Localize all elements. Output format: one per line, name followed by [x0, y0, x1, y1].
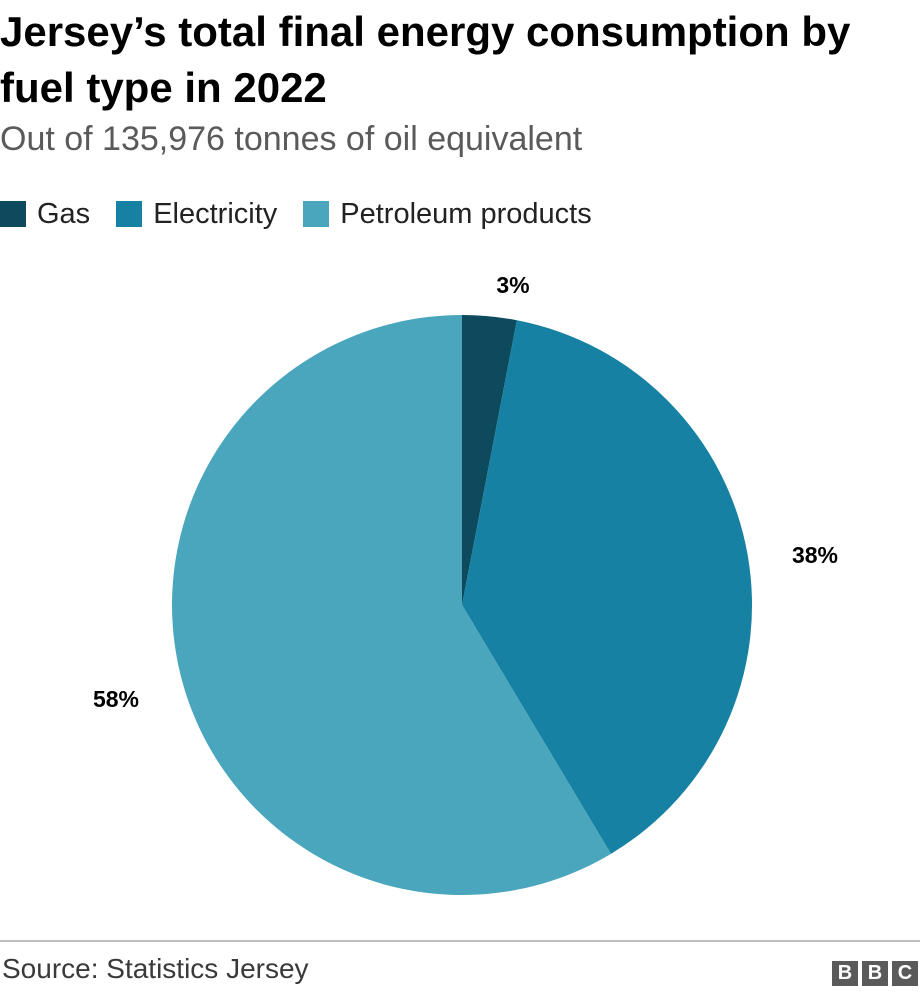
bbc-logo-letter: C [892, 961, 918, 986]
legend-item-electricity: Electricity [116, 196, 277, 232]
legend-label-petroleum: Petroleum products [340, 198, 592, 230]
chart-subtitle: Out of 135,976 tonnes of oil equivalent [0, 120, 583, 158]
bbc-logo-letter: B [832, 961, 858, 986]
bbc-logo-letter: B [862, 961, 888, 986]
pie-slice-electricity [462, 320, 753, 854]
legend-swatch-petroleum [303, 201, 330, 227]
slice-label-gas: 3% [496, 272, 529, 298]
legend-item-gas: Gas [0, 196, 90, 232]
slice-label-electricity: 38% [792, 542, 838, 568]
legend: Gas Electricity Petroleum products [0, 194, 618, 234]
legend-swatch-gas [0, 201, 26, 227]
legend-label-gas: Gas [37, 198, 91, 230]
legend-item-petroleum: Petroleum products [303, 196, 592, 232]
slice-label-petroleum-products: 58% [93, 686, 139, 712]
pie-slice-petroleum-products [172, 315, 611, 895]
legend-label-electricity: Electricity [153, 198, 278, 230]
bbc-logo: B B C [828, 961, 918, 986]
footer-divider [0, 940, 920, 942]
source-note: Source: Statistics Jersey [2, 953, 309, 984]
legend-swatch-electricity [116, 201, 143, 227]
chart-title: Jersey’s total final energy consumption … [0, 8, 851, 111]
pie-slice-gas [462, 315, 517, 605]
